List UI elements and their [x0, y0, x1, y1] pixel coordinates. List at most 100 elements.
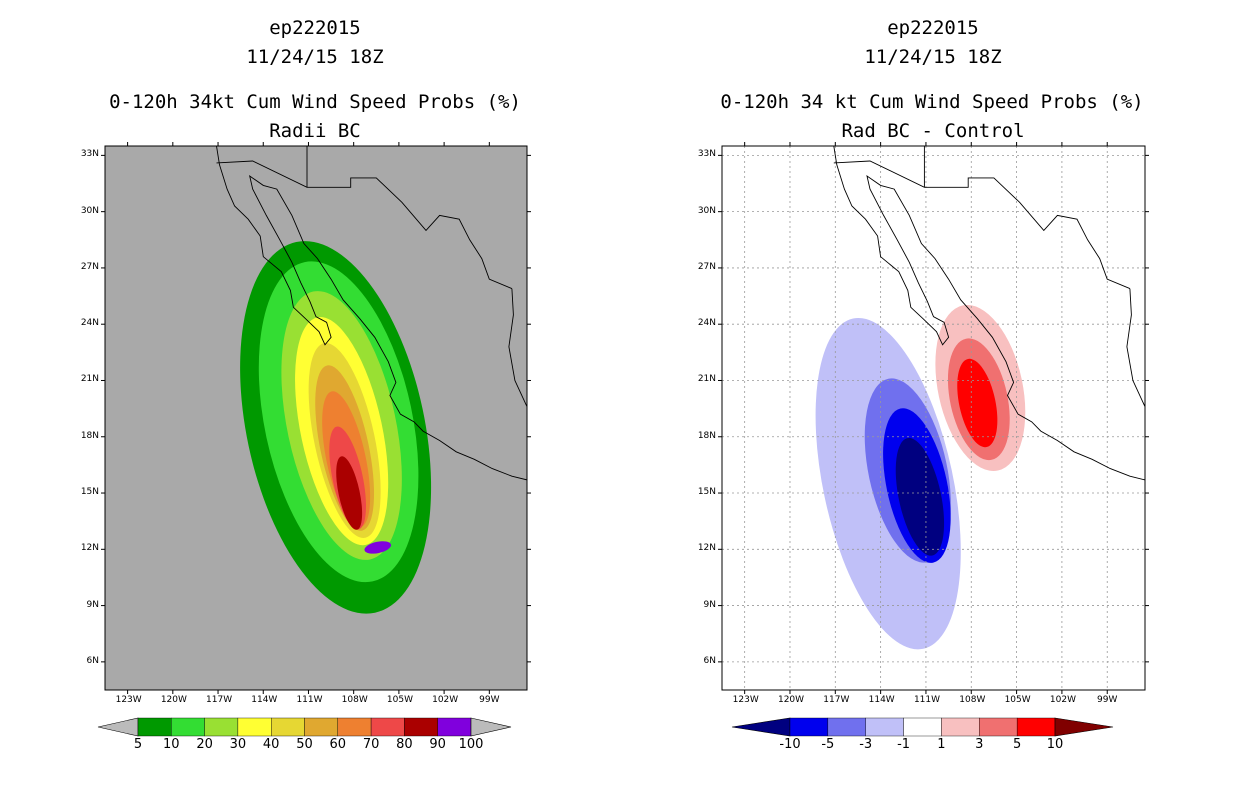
- right-colorbar-swatch: [979, 717, 1018, 737]
- right-title-sub: Rad BC - Control: [841, 120, 1025, 142]
- left-colorbar-swatch: [271, 717, 305, 737]
- left-colorbar-label: 50: [296, 737, 313, 752]
- left-colorbar-swatch: [437, 717, 472, 737]
- right-coastline: [833, 146, 1145, 481]
- left-colorbar-label: 90: [429, 737, 446, 752]
- right-ytick-label: 9N: [703, 599, 716, 610]
- right-xtick-label: 111W: [913, 695, 941, 705]
- right-gulf-coast: [1126, 288, 1145, 407]
- left-ytick-label: 18N: [80, 430, 99, 441]
- left-colorbar-swatch: [137, 717, 172, 737]
- right-colorbar-label: -10: [779, 737, 801, 752]
- left-colorbar-swatch: [237, 717, 272, 737]
- left-colorbar-label: 100: [458, 737, 484, 752]
- right-ytick-label: 30N: [697, 205, 716, 216]
- left-colorbar-label: 60: [329, 737, 347, 752]
- left-colorbar-label: 20: [196, 737, 213, 752]
- right-xtick-label: 105W: [1004, 695, 1031, 705]
- left-xtick-label: 105W: [386, 695, 413, 705]
- left-title-main: 0-120h 34kt Cum Wind Speed Probs (%): [109, 91, 521, 113]
- left-xtick-label: 123W: [115, 695, 142, 705]
- left-xtick-label: 114W: [251, 695, 278, 705]
- right-ytick-label: 18N: [697, 430, 716, 441]
- left-title-sub: Radii BC: [269, 120, 361, 142]
- left-ytick-label: 6N: [86, 655, 99, 666]
- left-colorbar-swatch: [370, 717, 405, 737]
- right-colorbar-label: -3: [859, 737, 873, 752]
- right-colorbar-label: -1: [897, 737, 911, 752]
- right-ytick-label: 24N: [697, 318, 716, 329]
- right-colorbar-label: 10: [1046, 737, 1064, 752]
- left-ytick-label: 9N: [86, 599, 99, 610]
- left-ytick-label: 24N: [80, 318, 99, 329]
- right-colorbar-label: 3: [975, 737, 984, 752]
- right-colorbar-high-arrow: [1054, 717, 1114, 737]
- right-colorbar-label: 1: [937, 737, 946, 752]
- left-xtick-label: 111W: [296, 695, 323, 705]
- left-ytick-label: 12N: [80, 543, 99, 554]
- left-plot-frame: [104, 145, 528, 691]
- left-xtick-label: 120W: [160, 695, 187, 705]
- right-plot-frame: [721, 145, 1146, 691]
- right-colorbar-swatch: [827, 717, 866, 737]
- right-xtick-label: 102W: [1049, 695, 1076, 705]
- left-colorbar-label: 5: [133, 737, 143, 752]
- right-xtick-label: 114W: [868, 695, 895, 705]
- left-plot-group: [101, 142, 531, 694]
- right-colorbar-swatch: [865, 717, 904, 737]
- right-xtick-label: 120W: [777, 695, 805, 705]
- right-contour-level-5: [957, 358, 998, 448]
- right-ytick-label: 33N: [697, 149, 716, 160]
- right-plot-group: [718, 142, 1149, 694]
- left-colorbar-label: 80: [396, 737, 413, 752]
- right-title-main: 0-120h 34 kt Cum Wind Speed Probs (%): [720, 91, 1144, 113]
- left-xtick-label: 99W: [479, 695, 500, 705]
- right-ytick-label: 15N: [697, 487, 716, 498]
- right-border-line: [833, 160, 1131, 290]
- left-xtick-label: 108W: [341, 695, 368, 705]
- left-ytick-label: 30N: [80, 205, 99, 216]
- left-colorbar-label: 10: [163, 737, 180, 752]
- right-title-storm: ep222015: [887, 17, 979, 39]
- right-xtick-label: 99W: [1097, 695, 1118, 705]
- left-title-date: 11/24/15 18Z: [246, 46, 384, 68]
- left-contour-level-80: [336, 456, 363, 530]
- left-xtick-label: 102W: [432, 695, 459, 705]
- right-xtick-label: 108W: [959, 695, 986, 705]
- left-colorbar-label: 30: [229, 737, 247, 752]
- right-colorbar-label: 5: [1013, 737, 1022, 752]
- left-contour-level-90: [364, 541, 392, 554]
- left-colorbar-low-arrow: [97, 717, 139, 737]
- right-ytick-label: 27N: [697, 261, 716, 272]
- right-ytick-label: 12N: [697, 543, 716, 554]
- right-colorbar-swatch: [1016, 717, 1056, 737]
- left-colorbar-swatch: [204, 717, 239, 737]
- right-xtick-label: 117W: [823, 695, 850, 705]
- right-title-date: 11/24/15 18Z: [864, 46, 1002, 68]
- left-colorbar-swatch: [337, 717, 372, 737]
- left-ytick-label: 15N: [80, 487, 99, 498]
- right-ytick-label: 21N: [697, 374, 716, 385]
- right-xtick-label: 123W: [732, 695, 759, 705]
- left-colorbar-label: 70: [362, 737, 380, 752]
- right-colorbar-swatch: [941, 717, 980, 737]
- left-plot-inner: [216, 146, 527, 614]
- right-colorbar-low-arrow: [731, 717, 791, 737]
- left-colorbar-high-arrow: [470, 717, 512, 737]
- right-colorbar-label: -5: [821, 737, 835, 752]
- left-title-storm: ep222015: [269, 17, 361, 39]
- right-contour-level-neg10: [895, 437, 945, 556]
- left-xtick-label: 117W: [206, 695, 233, 705]
- left-colorbar-swatch: [304, 717, 338, 737]
- left-colorbar-label: 40: [262, 737, 280, 752]
- left-coastline: [216, 146, 527, 481]
- left-border-line: [216, 160, 513, 290]
- right-colorbar-swatch: [789, 717, 829, 737]
- left-colorbar-swatch: [404, 717, 438, 737]
- left-ytick-label: 33N: [80, 149, 99, 160]
- left-ytick-label: 27N: [80, 261, 99, 272]
- left-colorbar-swatch: [171, 717, 205, 737]
- right-colorbar-swatch: [903, 717, 942, 737]
- left-ytick-label: 21N: [80, 374, 99, 385]
